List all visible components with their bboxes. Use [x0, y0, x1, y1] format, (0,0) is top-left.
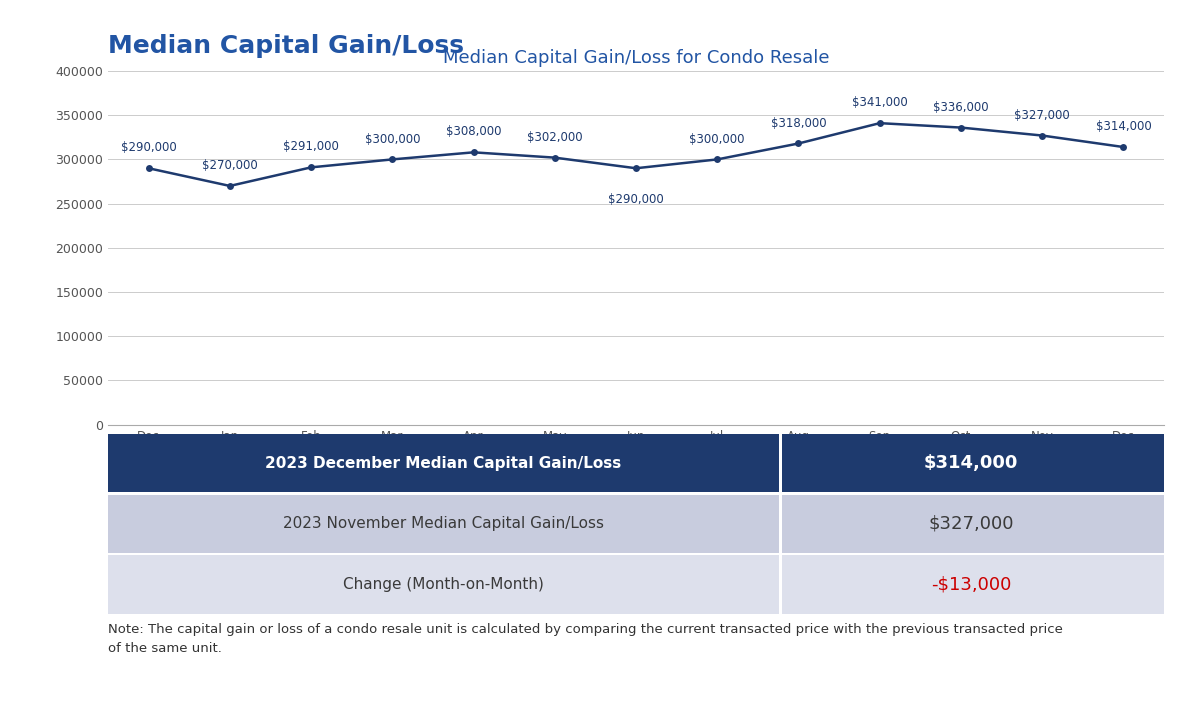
Text: Note: The capital gain or loss of a condo resale unit is calculated by comparing: Note: The capital gain or loss of a cond…	[108, 623, 1063, 655]
Bar	[108, 556, 779, 613]
Bar	[781, 495, 1164, 553]
Title: Median Capital Gain/Loss for Condo Resale: Median Capital Gain/Loss for Condo Resal…	[443, 49, 829, 66]
Text: $300,000: $300,000	[690, 132, 745, 146]
Text: $270,000: $270,000	[202, 159, 258, 172]
Text: 2023 November Median Capital Gain/Loss: 2023 November Median Capital Gain/Loss	[283, 516, 604, 531]
Text: $314,000: $314,000	[924, 454, 1019, 472]
Bar	[108, 495, 779, 553]
Text: Median Capital Gain/Loss: Median Capital Gain/Loss	[108, 34, 464, 58]
Text: $327,000: $327,000	[929, 515, 1014, 533]
Bar	[781, 556, 1164, 613]
Text: $302,000: $302,000	[527, 131, 582, 144]
Text: $336,000: $336,000	[934, 101, 989, 114]
Text: $290,000: $290,000	[121, 142, 176, 154]
Bar	[781, 434, 1164, 492]
Text: Change (Month-on-Month): Change (Month-on-Month)	[343, 577, 544, 592]
Text: -$13,000: -$13,000	[931, 576, 1012, 593]
Text: $290,000: $290,000	[608, 193, 664, 206]
Text: $341,000: $341,000	[852, 97, 907, 109]
Text: $327,000: $327,000	[1014, 109, 1070, 122]
Text: $291,000: $291,000	[283, 140, 340, 154]
Text: 2023 December Median Capital Gain/Loss: 2023 December Median Capital Gain/Loss	[265, 455, 622, 470]
Text: $308,000: $308,000	[445, 125, 502, 139]
Text: $300,000: $300,000	[365, 132, 420, 146]
Bar	[108, 434, 779, 492]
Text: $318,000: $318,000	[770, 117, 827, 129]
Text: $314,000: $314,000	[1096, 120, 1151, 133]
